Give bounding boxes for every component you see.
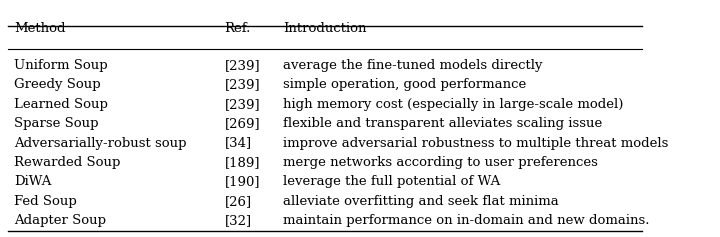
Text: average the fine-tuned models directly: average the fine-tuned models directly [283,59,542,72]
Text: Introduction: Introduction [283,23,366,36]
Text: Adapter Soup: Adapter Soup [14,214,107,227]
Text: [190]: [190] [225,175,260,188]
Text: Uniform Soup: Uniform Soup [14,59,108,72]
Text: [239]: [239] [225,59,260,72]
Text: Adversarially-robust soup: Adversarially-robust soup [14,137,186,150]
Text: simple operation, good performance: simple operation, good performance [283,78,526,91]
Text: Greedy Soup: Greedy Soup [14,78,101,91]
Text: alleviate overfitting and seek flat minima: alleviate overfitting and seek flat mini… [283,195,559,208]
Text: [239]: [239] [225,98,260,111]
Text: Ref.: Ref. [225,23,251,36]
Text: Rewarded Soup: Rewarded Soup [14,156,121,169]
Text: [239]: [239] [225,78,260,91]
Text: flexible and transparent alleviates scaling issue: flexible and transparent alleviates scal… [283,117,602,130]
Text: [269]: [269] [225,117,260,130]
Text: [26]: [26] [225,195,252,208]
Text: high memory cost (especially in large-scale model): high memory cost (especially in large-sc… [283,98,624,111]
Text: DiWA: DiWA [14,175,52,188]
Text: improve adversarial robustness to multiple threat models: improve adversarial robustness to multip… [283,137,668,150]
Text: leverage the full potential of WA: leverage the full potential of WA [283,175,500,188]
Text: Method: Method [14,23,66,36]
Text: Fed Soup: Fed Soup [14,195,77,208]
Text: Sparse Soup: Sparse Soup [14,117,99,130]
Text: [32]: [32] [225,214,252,227]
Text: Learned Soup: Learned Soup [14,98,108,111]
Text: maintain performance on in-domain and new domains.: maintain performance on in-domain and ne… [283,214,649,227]
Text: [189]: [189] [225,156,260,169]
Text: merge networks according to user preferences: merge networks according to user prefere… [283,156,598,169]
Text: [34]: [34] [225,137,252,150]
